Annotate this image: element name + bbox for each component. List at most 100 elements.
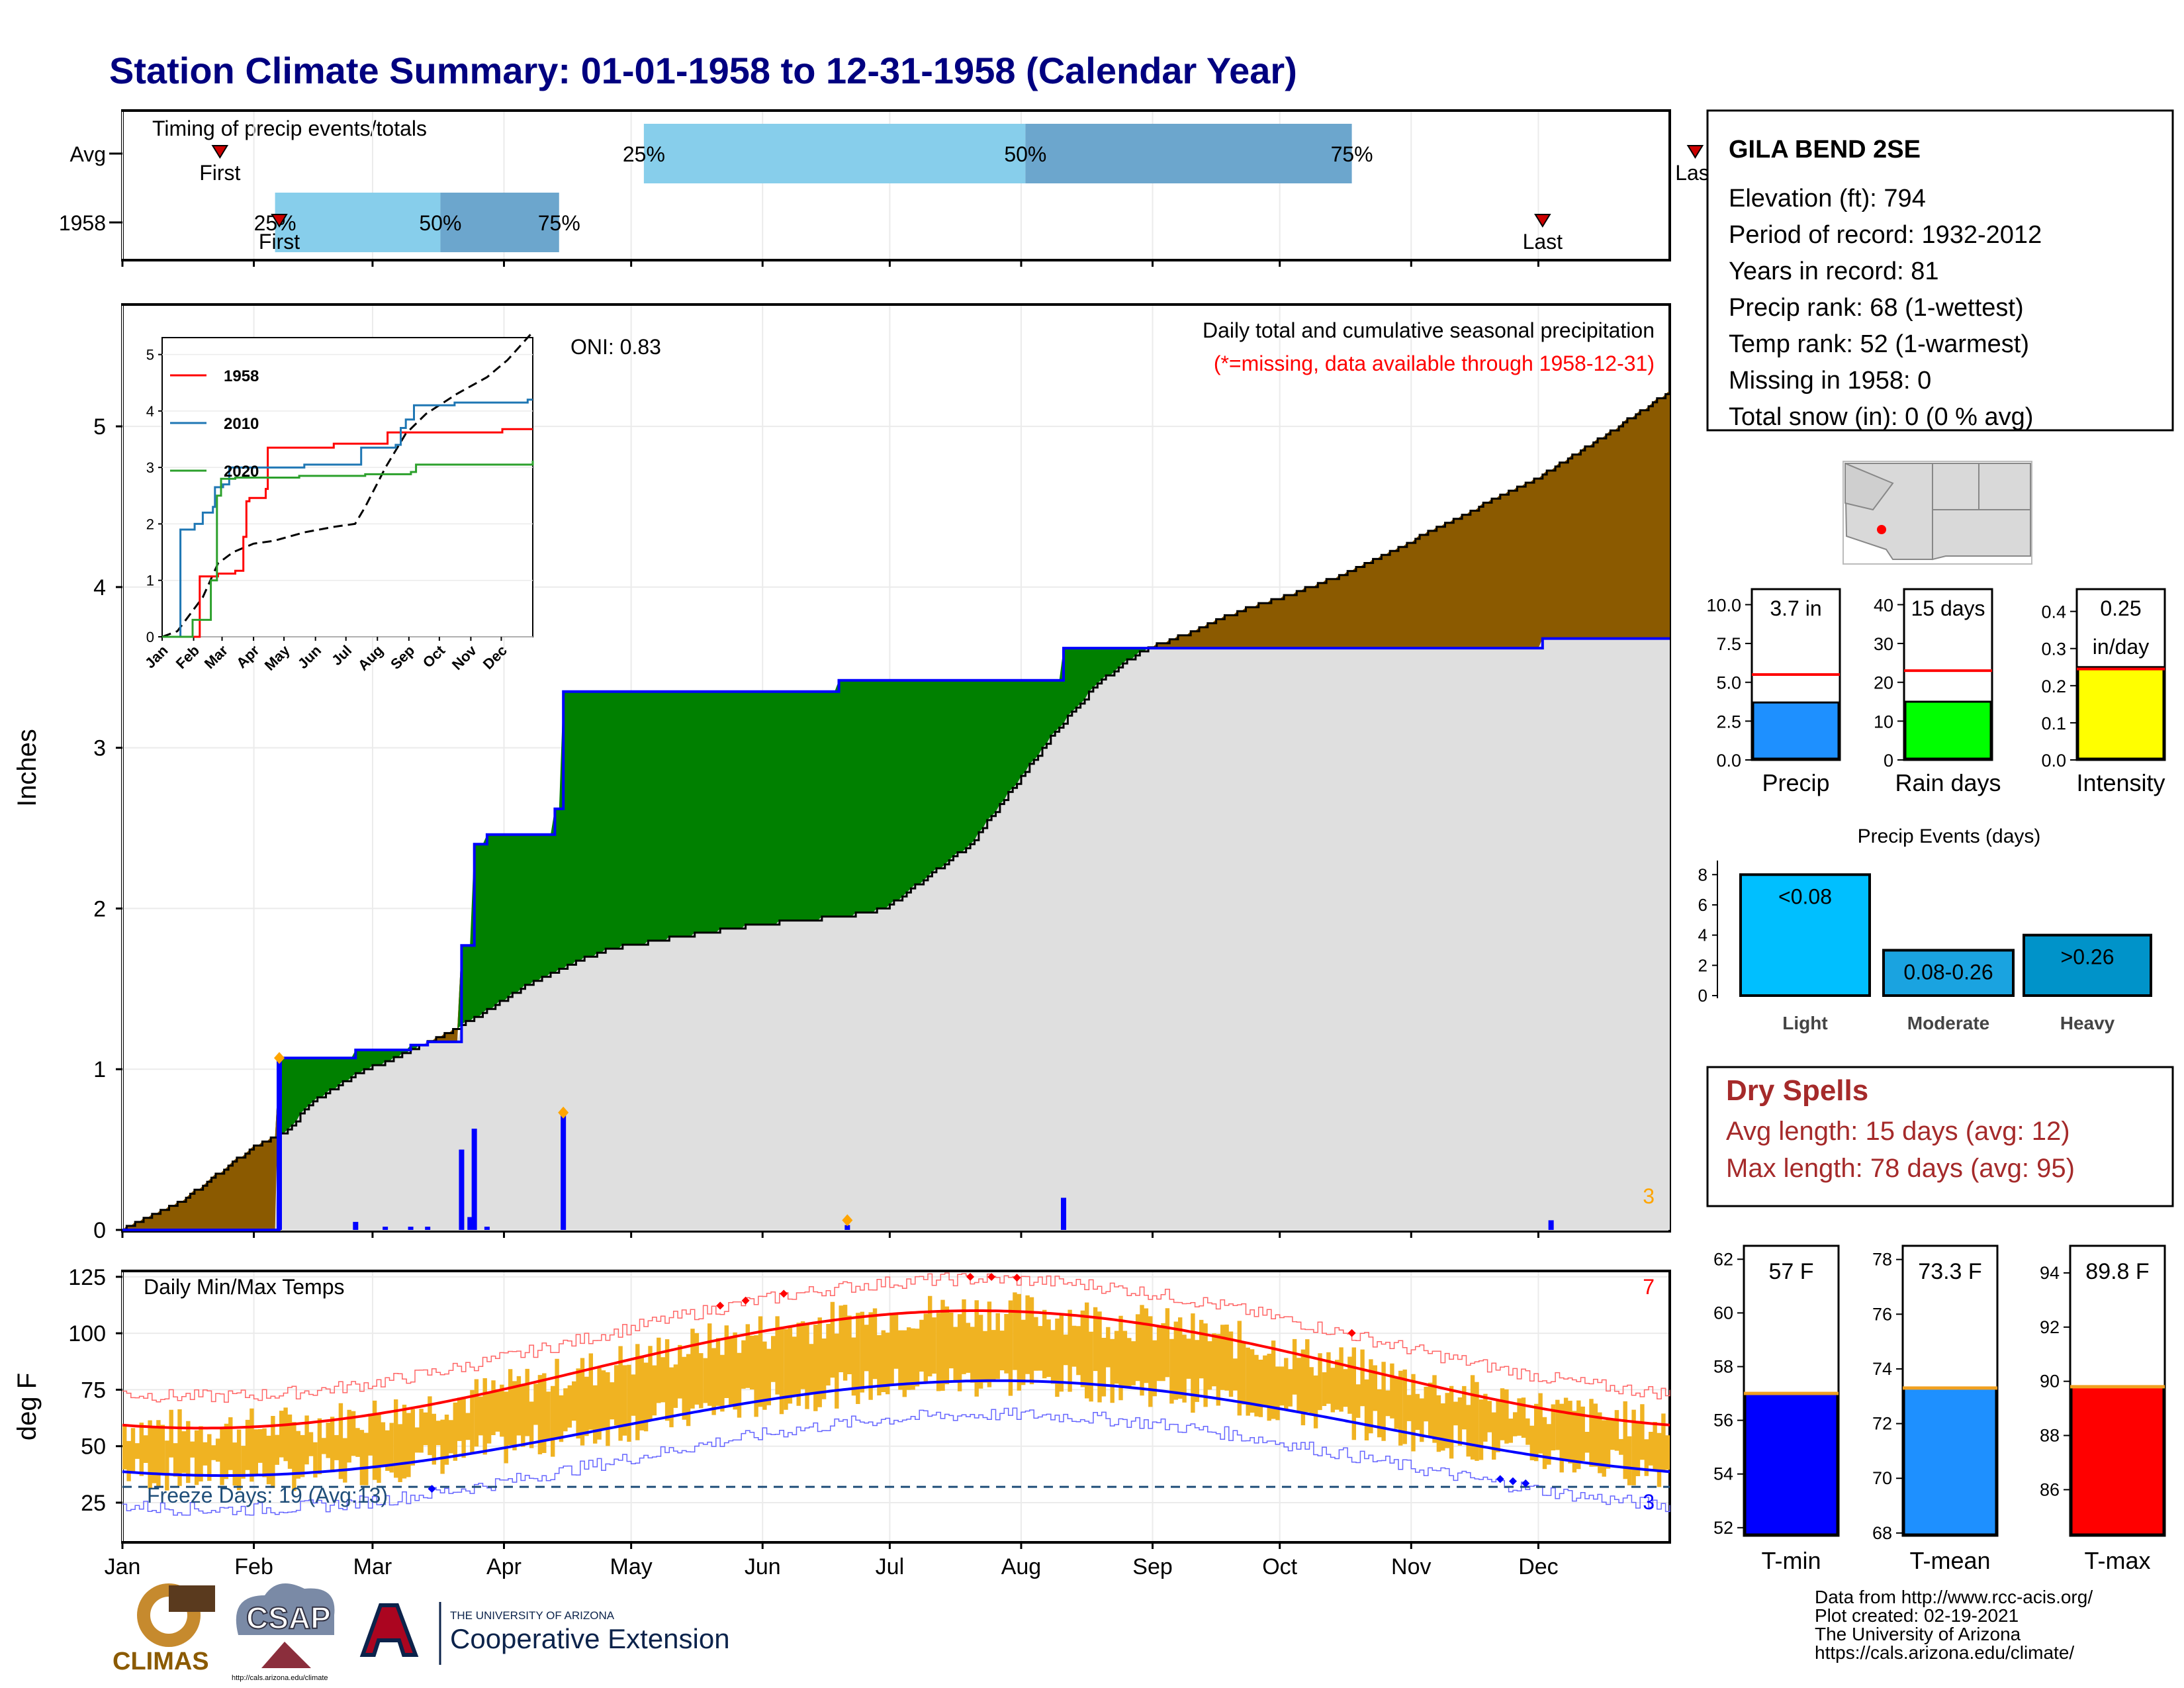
precip-ytick-label: 5: [93, 414, 106, 440]
record-low-count: 3: [1643, 1490, 1655, 1514]
events-title: Precip Events (days): [1858, 825, 2041, 847]
record-high-count: 7: [1643, 1275, 1655, 1299]
temp-ytick-label: 75: [81, 1378, 106, 1403]
temp-ytick-label: 25: [81, 1491, 106, 1516]
inset-ytick-label: 4: [146, 403, 154, 420]
ua-small-text: THE UNIVERSITY OF ARIZONA: [450, 1609, 615, 1622]
timing-bar-25-50: [643, 124, 1026, 183]
timing-first-label: First: [199, 161, 240, 185]
gauge-ytick-label: 0.2: [2041, 677, 2066, 696]
daily-precip-bar: [277, 1058, 283, 1230]
events-ytick-label: 2: [1698, 955, 1707, 975]
locator-map: [1843, 461, 2032, 565]
timing-bar-50-75: [440, 193, 559, 252]
record-high-diamond: [716, 1301, 725, 1310]
events-category-label: Moderate: [1907, 1013, 1989, 1033]
timing-marker: [1534, 214, 1551, 228]
dry-spells-title: Dry Spells: [1726, 1074, 1868, 1107]
daily-precip-bar: [425, 1227, 431, 1230]
daily-precip-bar: [353, 1221, 359, 1230]
temp-gauge-ytick-label: 54: [1713, 1464, 1733, 1484]
timing-bar-25-50: [275, 193, 441, 252]
daily-precip-bar: [561, 1112, 567, 1230]
climas-text: CLIMAS: [113, 1648, 209, 1675]
gauge-ytick-label: 0.3: [2041, 639, 2066, 659]
month-label: Feb: [234, 1554, 273, 1579]
events-bar: [1739, 873, 1871, 997]
precip-ytick-label: 4: [93, 575, 106, 600]
temp-gauge-name-label: T-mean: [1909, 1547, 1990, 1574]
events-ytick-label: 6: [1698, 895, 1707, 915]
gauge-ytick-label: 0.1: [2041, 714, 2066, 733]
temp-gauge-bar: [1903, 1387, 1997, 1536]
temp-gauge-ytick-label: 86: [2040, 1479, 2060, 1499]
month-label: Dec: [1518, 1554, 1558, 1579]
inset-ytick-label: 5: [146, 347, 154, 363]
station-name: GILA BEND 2SE: [1729, 136, 1921, 164]
timing-marker: [211, 145, 229, 159]
month-label: May: [610, 1554, 653, 1579]
timing-p50-label: 50%: [419, 211, 461, 235]
gauge-ytick-label: 0.0: [2041, 751, 2066, 771]
timing-p50-label: 50%: [1004, 142, 1046, 166]
station-info-line: Temp rank: 52 (1-warmest): [1729, 330, 2029, 358]
gauge-ytick-label: 2.5: [1716, 712, 1741, 731]
gauge-name-label: Intensity: [2076, 769, 2165, 796]
precip-observed-line: [122, 637, 1670, 1231]
events-bar-label: >0.26: [2061, 945, 2115, 969]
precip-ytick-label: 0: [93, 1218, 106, 1243]
gauge-ytick-label: 0: [1884, 751, 1893, 771]
temp-gauge-name-label: T-max: [2084, 1547, 2150, 1574]
station-info-line: Years in record: 81: [1729, 258, 1939, 285]
csap-url: http://cals.arizona.edu/climate: [232, 1674, 328, 1682]
record-high-diamond: [741, 1296, 750, 1305]
record-high-diamond: [966, 1272, 975, 1281]
precip-ytick-label: 1: [93, 1057, 106, 1082]
record-high-diamond: [987, 1273, 996, 1282]
temp-ylabel: deg F: [13, 1373, 42, 1440]
inset-ytick-label: 2: [146, 516, 154, 532]
dry-spells-avg: Avg length: 15 days (avg: 12): [1726, 1117, 2070, 1146]
inset-legend-label: 1958: [224, 367, 259, 385]
daily-precip-bar: [383, 1227, 388, 1230]
temp-gauge-value-label: 57 F: [1768, 1259, 1813, 1284]
ua-logo: THE UNIVERSITY OF ARIZONA Cooperative Ex…: [359, 1602, 730, 1665]
temp-gauge-value-label: 73.3 F: [1918, 1259, 1981, 1284]
gauge-value-label: 3.7 in: [1770, 596, 1821, 620]
gauge-ytick-label: 40: [1874, 595, 1893, 615]
daily-temp-range-bars: [122, 1292, 1670, 1491]
timing-last-label: Last: [1523, 230, 1563, 254]
record-high-diamond: [1347, 1329, 1356, 1337]
precip-average-line: [122, 390, 1671, 1231]
record-low-diamond: [428, 1485, 436, 1493]
daily-precip-bar: [408, 1227, 414, 1230]
events-ytick-label: 0: [1698, 986, 1707, 1006]
precip-missing-note: (*=missing, data available through 1958-…: [1214, 352, 1655, 375]
record-max-line: [122, 1272, 1670, 1403]
inset-average-line: [161, 331, 534, 638]
events-ytick-label: 8: [1698, 865, 1707, 884]
events-category-label: Heavy: [2060, 1013, 2115, 1033]
footer-credits: Data from http://www.rcc-acis.org/ Plot …: [1815, 1587, 2093, 1663]
timing-p75-label: 75%: [538, 211, 580, 235]
gauge-bar: [2077, 666, 2165, 760]
precip-ytick-label: 2: [93, 896, 106, 921]
temp-gauge-bar: [2070, 1385, 2165, 1536]
precip-ytick-label: 3: [93, 736, 106, 761]
record-high-diamond: [780, 1289, 788, 1298]
inset-ytick-label: 1: [146, 573, 154, 589]
temp-gauge-ytick-label: 92: [2040, 1317, 2060, 1337]
month-label: Mar: [353, 1554, 392, 1579]
daily-precip-bar: [844, 1225, 850, 1230]
temp-gauge-ytick-label: 88: [2040, 1426, 2060, 1446]
month-label: Jul: [876, 1554, 904, 1579]
gauge-ytick-label: 30: [1874, 634, 1893, 654]
precip-event-diamond: [274, 1052, 285, 1064]
temp-gauge-ytick-label: 62: [1713, 1249, 1733, 1269]
station-info-line: Precip rank: 68 (1-wettest): [1729, 294, 2024, 322]
month-label: Jun: [745, 1554, 781, 1579]
temp-ytick-label: 50: [81, 1434, 106, 1460]
temp-gauge-ytick-label: 52: [1713, 1518, 1733, 1538]
events-bar-label: <0.08: [1778, 884, 1832, 908]
timing-panel: Timing of precip events/totals 25% 50% 75%…: [121, 109, 1715, 267]
